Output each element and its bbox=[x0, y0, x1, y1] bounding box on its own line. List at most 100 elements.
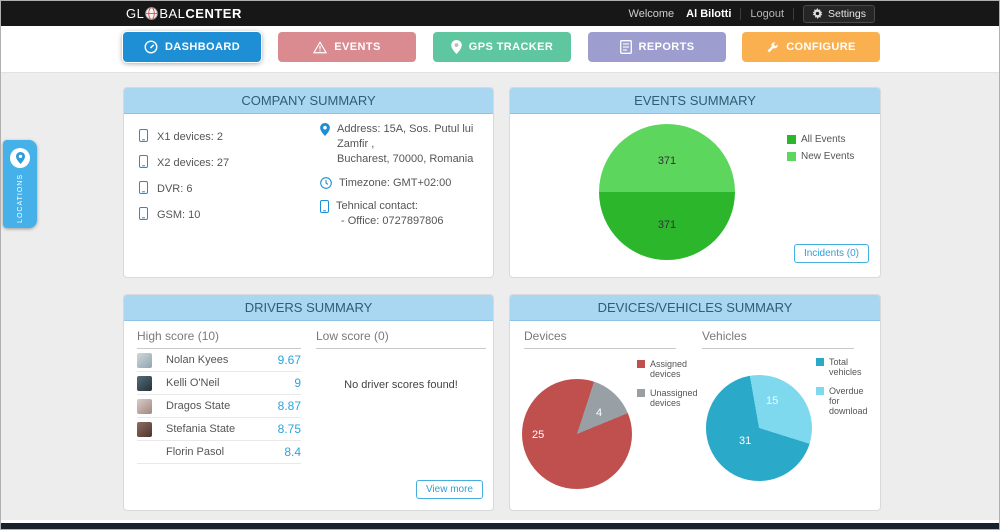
footer-bar bbox=[1, 523, 999, 529]
legend-item: Total vehicles bbox=[816, 357, 876, 377]
no-scores-message: No driver scores found! bbox=[344, 379, 458, 391]
legend-swatch bbox=[787, 152, 796, 161]
logout-link[interactable]: Logout bbox=[750, 7, 785, 20]
app-logo[interactable]: GL BAL CENTER bbox=[126, 1, 242, 26]
pie-value-all-events: 371 bbox=[657, 219, 677, 231]
device-count-item: GSM: 10 bbox=[139, 202, 229, 228]
device-count-label: GSM: 10 bbox=[157, 209, 201, 221]
mobile-device-icon bbox=[139, 129, 148, 145]
high-score-heading: High score (10) bbox=[137, 329, 301, 349]
pie-value-unassigned: 4 bbox=[596, 407, 603, 419]
address-row: Address: 15A, Sos. Putul lui Zamfir , Bu… bbox=[320, 122, 488, 167]
low-score-column: Low score (0) No driver scores found! bbox=[316, 329, 486, 391]
events-summary-title: EVENTS SUMMARY bbox=[510, 88, 880, 114]
wrench-icon bbox=[766, 41, 779, 54]
timezone-row: Timezone: GMT+02:00 bbox=[320, 176, 488, 191]
incidents-button[interactable]: Incidents (0) bbox=[793, 244, 869, 263]
location-pin-icon bbox=[10, 148, 30, 168]
driver-name: Florin Pasol bbox=[166, 446, 225, 458]
driver-name: Dragos State bbox=[166, 400, 231, 412]
device-counts-list: X1 devices: 2 X2 devices: 27 DVR: 6 GSM:… bbox=[139, 124, 229, 228]
contact-label: Tehnical contact: bbox=[336, 200, 418, 213]
locations-tab-label: LOCATIONS bbox=[16, 174, 24, 223]
driver-row[interactable]: Kelli O'Neil 9 bbox=[137, 372, 301, 395]
devices-vehicles-title: DEVICES/VEHICLES SUMMARY bbox=[510, 295, 880, 321]
settings-button[interactable]: Settings bbox=[803, 4, 875, 23]
mobile-device-icon bbox=[139, 207, 148, 223]
dashboard-icon bbox=[144, 40, 158, 54]
events-summary-panel: EVENTS SUMMARY All Events New Events 371… bbox=[509, 87, 881, 278]
pie-value-total: 31 bbox=[739, 435, 752, 447]
vehicles-heading: Vehicles bbox=[702, 329, 854, 349]
device-count-label: X1 devices: 2 bbox=[157, 131, 224, 143]
driver-score: 8.4 bbox=[284, 445, 301, 459]
legend-label: Overdue for download bbox=[829, 386, 868, 416]
driver-row[interactable]: Florin Pasol 8.4 bbox=[137, 441, 301, 464]
tab-events[interactable]: EVENTS bbox=[278, 32, 416, 62]
legend-item: Overdue for download bbox=[816, 386, 876, 416]
legend-label: Total vehicles bbox=[829, 357, 862, 377]
driver-score: 9 bbox=[294, 376, 301, 390]
events-legend: All Events New Events bbox=[787, 134, 854, 168]
address-text: Address: 15A, Sos. Putul lui Zamfir , Bu… bbox=[337, 122, 488, 167]
legend-swatch bbox=[787, 135, 796, 144]
main-nav: DASHBOARD EVENTS GPS TRACKER REPORTS CON… bbox=[1, 26, 999, 73]
globe-icon bbox=[145, 7, 159, 20]
view-more-button[interactable]: View more bbox=[415, 480, 483, 499]
legend-label: All Events bbox=[801, 134, 846, 145]
legend-label: Unassigned devices bbox=[650, 388, 698, 408]
driver-avatar bbox=[137, 352, 152, 368]
legend-item: New Events bbox=[787, 151, 854, 162]
main-content: COMPANY SUMMARY X1 devices: 2 X2 devices… bbox=[1, 73, 999, 520]
tab-gps-tracker[interactable]: GPS TRACKER bbox=[433, 32, 571, 62]
events-pie-chart: 371 371 bbox=[599, 124, 735, 260]
legend-swatch bbox=[637, 360, 645, 368]
timezone-text: Timezone: GMT+02:00 bbox=[339, 176, 452, 189]
tab-configure[interactable]: CONFIGURE bbox=[742, 32, 880, 62]
tab-label: EVENTS bbox=[334, 41, 381, 53]
tab-label: REPORTS bbox=[638, 41, 695, 53]
driver-avatar bbox=[137, 375, 152, 391]
legend-swatch bbox=[816, 387, 824, 395]
separator bbox=[740, 7, 742, 20]
pie-value-new-events: 371 bbox=[657, 155, 677, 167]
address-line1: Address: 15A, Sos. Putul lui Zamfir , bbox=[337, 123, 474, 150]
driver-name: Nolan Kyees bbox=[166, 354, 229, 366]
devices-vehicles-panel: DEVICES/VEHICLES SUMMARY Devices Vehicle… bbox=[509, 294, 881, 511]
driver-name: Kelli O'Neil bbox=[166, 377, 220, 389]
driver-avatar bbox=[137, 398, 152, 414]
top-bar: GL BAL CENTER Welcome Al Bilotti Logout S… bbox=[1, 1, 999, 26]
locations-side-tab[interactable]: LOCATIONS bbox=[3, 140, 37, 228]
high-score-column: High score (10) Nolan Kyees 9.67 Kelli O… bbox=[137, 329, 301, 464]
vehicles-legend: Total vehicles Overdue for download bbox=[816, 357, 876, 425]
legend-swatch bbox=[816, 358, 824, 366]
map-pin-icon bbox=[451, 40, 462, 54]
contact-text: Tehnical contact: - Office: 0727897806 bbox=[336, 199, 444, 229]
logo-mid: BAL bbox=[159, 6, 186, 21]
tab-label: CONFIGURE bbox=[786, 41, 856, 53]
logo-suffix: CENTER bbox=[185, 6, 242, 21]
tab-dashboard[interactable]: DASHBOARD bbox=[123, 32, 261, 62]
driver-row[interactable]: Dragos State 8.87 bbox=[137, 395, 301, 418]
low-score-heading: Low score (0) bbox=[316, 329, 486, 349]
driver-name: Stefania State bbox=[166, 423, 236, 435]
legend-swatch bbox=[637, 389, 645, 397]
driver-row[interactable]: Stefania State 8.75 bbox=[137, 418, 301, 441]
driver-row[interactable]: Nolan Kyees 9.67 bbox=[137, 349, 301, 372]
tab-reports[interactable]: REPORTS bbox=[588, 32, 726, 62]
mobile-device-icon bbox=[139, 155, 148, 171]
company-summary-title: COMPANY SUMMARY bbox=[124, 88, 493, 114]
company-info-column: Address: 15A, Sos. Putul lui Zamfir , Bu… bbox=[320, 122, 488, 238]
clock-icon bbox=[320, 176, 332, 189]
gear-icon bbox=[812, 8, 823, 19]
topbar-right: Welcome Al Bilotti Logout Settings bbox=[629, 1, 875, 26]
devices-legend: Assigned devices Unassigned devices bbox=[637, 359, 701, 417]
legend-item: All Events bbox=[787, 134, 854, 145]
driver-avatar bbox=[137, 421, 152, 437]
map-pin-icon bbox=[320, 123, 330, 136]
welcome-label: Welcome bbox=[628, 7, 675, 20]
settings-label: Settings bbox=[828, 7, 866, 20]
devices-heading: Devices bbox=[524, 329, 676, 349]
driver-avatar bbox=[137, 445, 152, 460]
